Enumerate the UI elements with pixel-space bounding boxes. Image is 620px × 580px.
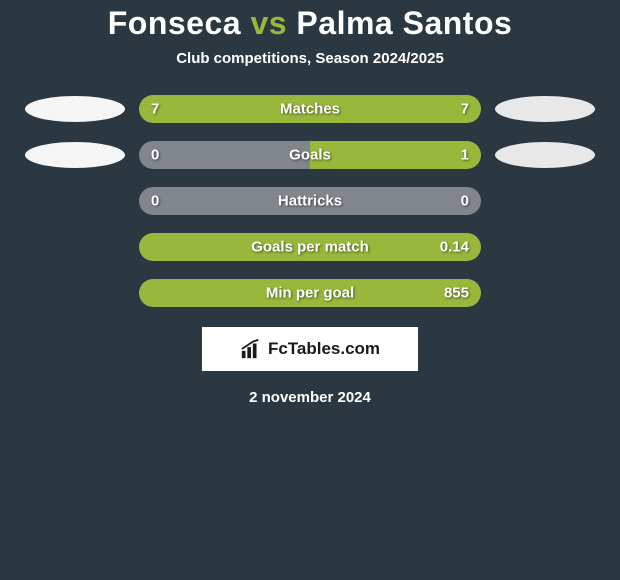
stat-row: Min per goal 855 [0,279,620,307]
stat-label: Goals [289,147,331,164]
stat-row: Goals per match 0.14 [0,233,620,261]
brand-box[interactable]: FcTables.com [202,327,418,371]
date-label: 2 november 2024 [0,389,620,406]
stat-value-left: 0 [151,193,159,210]
subtitle: Club competitions, Season 2024/2025 [0,50,620,67]
avatar-spacer [495,188,595,214]
player2-avatar [495,142,595,168]
stat-value-left: 0 [151,147,159,164]
stat-value-right: 0.14 [440,239,469,256]
stat-bar: 0 Hattricks 0 [139,187,481,215]
stat-value-right: 7 [461,101,469,118]
stats-list: 7 Matches 7 0 Goals 1 0 Hattricks 0 [0,95,620,307]
stat-value-right: 0 [461,193,469,210]
avatar-spacer [25,234,125,260]
vs-separator: vs [250,5,287,41]
stat-row: 7 Matches 7 [0,95,620,123]
stat-value-right: 855 [444,285,469,302]
brand-text: FcTables.com [268,339,380,359]
stat-row: 0 Goals 1 [0,141,620,169]
stat-value-left: 7 [151,101,159,118]
player1-avatar [25,96,125,122]
stat-label: Goals per match [251,239,369,256]
avatar-spacer [25,188,125,214]
chart-icon [240,338,262,360]
avatar-spacer [495,234,595,260]
avatar-spacer [495,280,595,306]
player1-name: Fonseca [108,5,241,41]
comparison-widget: Fonseca vs Palma Santos Club competition… [0,0,620,406]
stat-bar: 7 Matches 7 [139,95,481,123]
stat-value-right: 1 [461,147,469,164]
stat-bar: 0 Goals 1 [139,141,481,169]
player1-avatar [25,142,125,168]
stat-label: Matches [280,101,340,118]
avatar-spacer [25,280,125,306]
player2-name: Palma Santos [296,5,512,41]
stat-label: Min per goal [266,285,354,302]
stat-row: 0 Hattricks 0 [0,187,620,215]
stat-bar: Goals per match 0.14 [139,233,481,261]
page-title: Fonseca vs Palma Santos [0,5,620,42]
stat-label: Hattricks [278,193,342,210]
player2-avatar [495,96,595,122]
stat-bar: Min per goal 855 [139,279,481,307]
bar-fill-right [310,141,481,169]
